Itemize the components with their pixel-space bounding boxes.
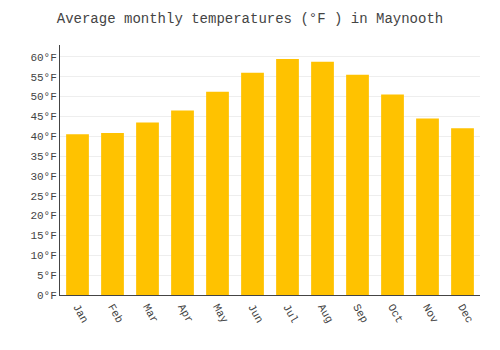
svg-text:60°F: 60°F <box>30 52 56 64</box>
svg-text:Average monthly temperatures (: Average monthly temperatures (°F ) in Ma… <box>57 11 443 27</box>
svg-text:20°F: 20°F <box>30 210 56 222</box>
svg-text:0°F: 0°F <box>37 290 57 302</box>
svg-text:30°F: 30°F <box>30 171 56 183</box>
svg-text:25°F: 25°F <box>30 191 56 203</box>
svg-text:Oct: Oct <box>385 302 405 325</box>
svg-text:Jan: Jan <box>70 302 90 325</box>
svg-text:Jul: Jul <box>280 302 300 325</box>
svg-text:Jun: Jun <box>245 302 265 325</box>
svg-text:10°F: 10°F <box>30 250 56 262</box>
svg-text:Aug: Aug <box>315 302 335 325</box>
svg-text:Apr: Apr <box>175 302 195 325</box>
svg-text:Dec: Dec <box>455 302 475 325</box>
svg-text:40°F: 40°F <box>30 131 56 143</box>
svg-text:35°F: 35°F <box>30 151 56 163</box>
svg-text:May: May <box>210 302 230 325</box>
svg-text:50°F: 50°F <box>30 91 56 103</box>
svg-text:5°F: 5°F <box>37 270 57 282</box>
svg-text:Feb: Feb <box>105 302 125 325</box>
svg-text:45°F: 45°F <box>30 111 56 123</box>
svg-text:Sep: Sep <box>350 302 370 325</box>
svg-text:Nov: Nov <box>420 302 440 325</box>
svg-text:55°F: 55°F <box>30 72 56 84</box>
svg-text:Mar: Mar <box>140 302 160 325</box>
svg-text:15°F: 15°F <box>30 230 56 242</box>
